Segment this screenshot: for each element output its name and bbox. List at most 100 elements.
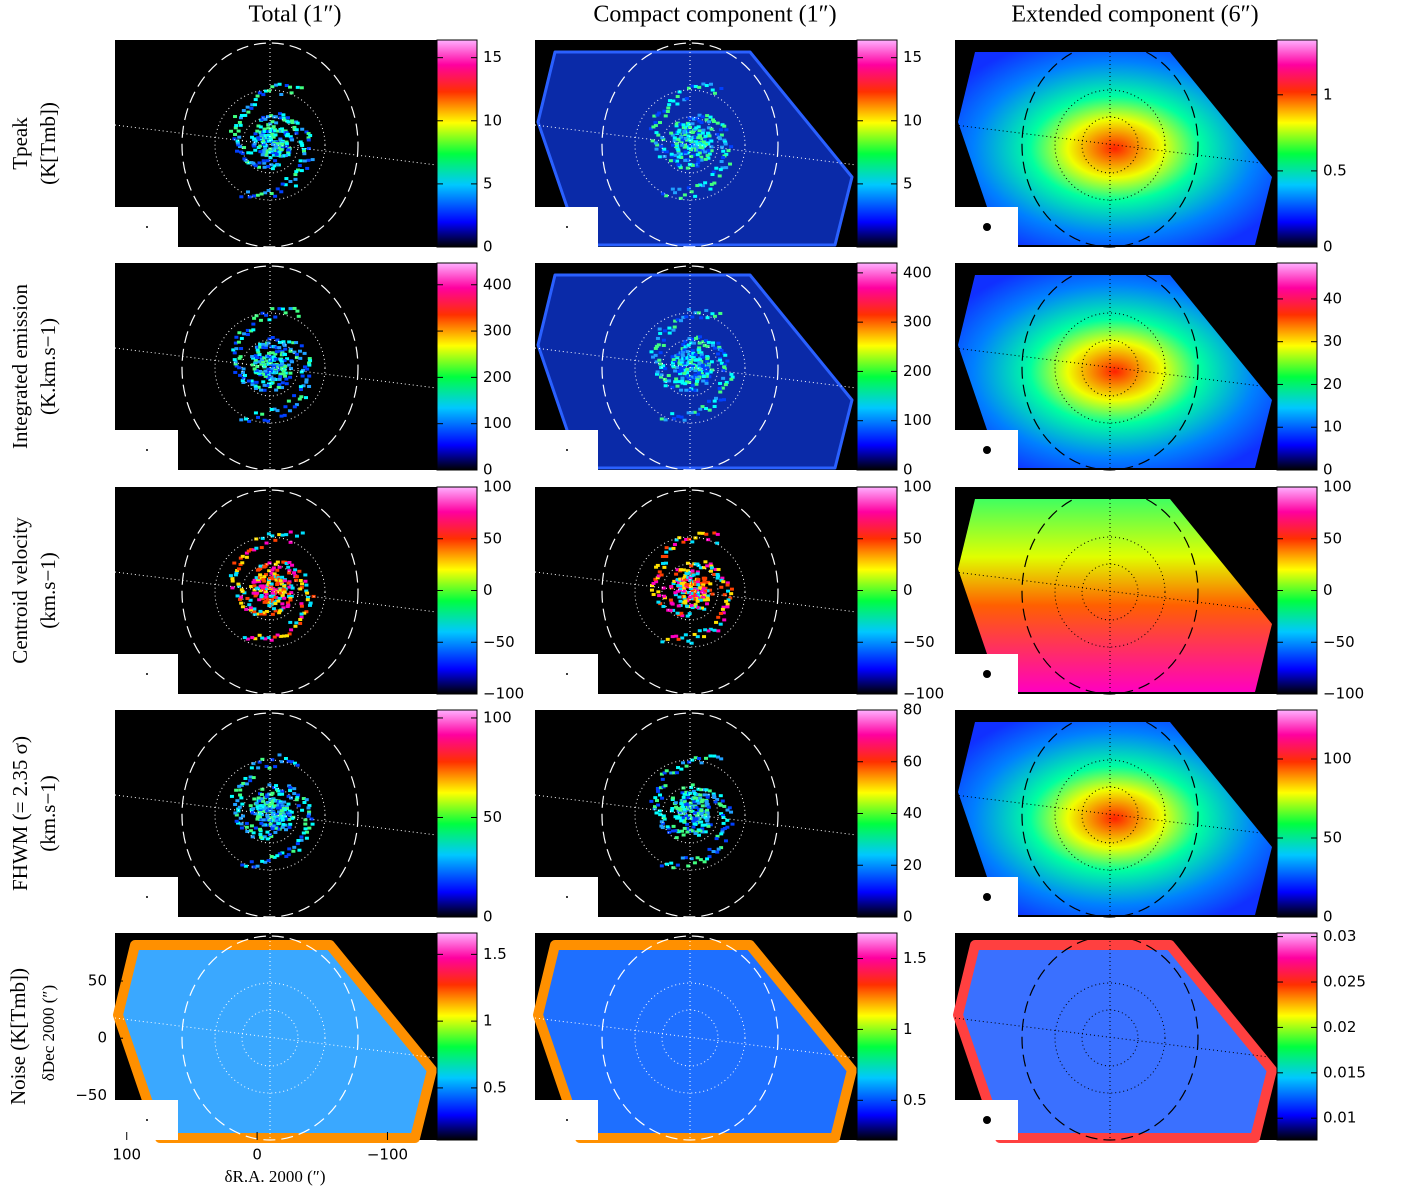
emission-pixel bbox=[264, 343, 269, 347]
emission-pixel bbox=[273, 133, 278, 137]
emission-pixel bbox=[307, 384, 312, 388]
emission-pixel bbox=[680, 856, 685, 860]
disk-ellipse bbox=[181, 265, 359, 471]
emission-pixel bbox=[682, 143, 687, 147]
colorbar-tick-label: 0 bbox=[1323, 581, 1333, 599]
emission-pixel bbox=[273, 129, 278, 133]
emission-pixel bbox=[263, 136, 268, 140]
emission-pixel bbox=[671, 328, 676, 332]
emission-pixel bbox=[265, 130, 270, 134]
emission-pixel bbox=[674, 836, 679, 840]
emission-pixel bbox=[705, 602, 710, 606]
beam bbox=[983, 893, 991, 901]
emission-pixel bbox=[683, 150, 688, 154]
emission-pixel bbox=[722, 593, 727, 597]
emission-pixel bbox=[729, 372, 734, 376]
emission-pixel bbox=[250, 363, 255, 367]
emission-pixel bbox=[301, 368, 306, 372]
emission-pixel bbox=[704, 379, 709, 383]
column-title: Extended component (6″) bbox=[1011, 2, 1258, 28]
emission-pixel bbox=[276, 803, 281, 807]
emission-pixel bbox=[718, 390, 723, 394]
panel-label: [j] bbox=[402, 720, 423, 745]
colorbar-tick-label: −100 bbox=[1323, 685, 1364, 703]
emission-pixel bbox=[270, 534, 275, 538]
colorbar-tick-label: 0 bbox=[483, 581, 493, 599]
emission-pixel bbox=[283, 374, 288, 378]
emission-pixel bbox=[722, 826, 727, 830]
emission-pixel bbox=[675, 318, 680, 322]
panel: [m]0.511.5 bbox=[113, 932, 507, 1143]
emission-pixel bbox=[271, 815, 276, 819]
emission-pixel bbox=[279, 801, 284, 805]
emission-pixel bbox=[284, 134, 289, 138]
colorbar-tick-label: 100 bbox=[1323, 749, 1352, 767]
emission-pixel bbox=[284, 382, 289, 386]
emission-pixel bbox=[683, 574, 688, 578]
emission-pixel bbox=[280, 182, 285, 186]
emission-pixel bbox=[709, 564, 714, 568]
emission-pixel bbox=[265, 809, 270, 813]
emission-pixel bbox=[253, 384, 258, 388]
emission-pixel bbox=[253, 98, 258, 102]
emission-pixel bbox=[681, 357, 686, 361]
emission-pixel bbox=[660, 826, 665, 830]
emission-pixel bbox=[256, 766, 261, 770]
emission-pixel bbox=[695, 599, 700, 603]
emission-pixel bbox=[238, 150, 243, 154]
emission-pixel bbox=[682, 98, 687, 102]
emission-pixel bbox=[722, 138, 727, 142]
emission-pixel bbox=[263, 146, 268, 150]
emission-pixel bbox=[254, 360, 259, 364]
emission-pixel bbox=[295, 168, 300, 172]
emission-pixel bbox=[232, 137, 237, 141]
emission-pixel bbox=[671, 158, 676, 162]
emission-pixel bbox=[715, 572, 720, 576]
emission-pixel bbox=[703, 576, 708, 580]
emission-pixel bbox=[681, 123, 686, 127]
emission-pixel bbox=[276, 385, 281, 389]
emission-pixel bbox=[704, 801, 709, 805]
emission-pixel bbox=[248, 775, 253, 779]
emission-pixel bbox=[286, 153, 291, 157]
emission-pixel bbox=[659, 772, 664, 776]
radius-circle bbox=[634, 536, 746, 648]
emission-pixel bbox=[664, 862, 669, 866]
emission-pixel bbox=[261, 360, 266, 364]
emission-pixel bbox=[669, 131, 674, 135]
emission-pixel bbox=[693, 583, 698, 587]
emission-pixel bbox=[720, 607, 725, 611]
emission-pixel bbox=[266, 351, 271, 355]
emission-pixel bbox=[239, 588, 244, 592]
emission-pixel bbox=[290, 586, 295, 590]
emission-pixel bbox=[662, 329, 667, 333]
emission-pixel bbox=[285, 807, 290, 811]
emission-pixel bbox=[263, 363, 268, 366]
emission-pixel bbox=[281, 372, 286, 376]
emission-pixel bbox=[687, 144, 692, 148]
emission-pixel bbox=[689, 591, 694, 595]
emission-pixel bbox=[254, 586, 259, 590]
emission-pixel bbox=[255, 356, 260, 360]
emission-pixel bbox=[670, 361, 675, 365]
emission-pixel bbox=[279, 582, 284, 586]
radius-circle bbox=[634, 982, 746, 1094]
emission-pixel bbox=[702, 138, 707, 142]
emission-pixel bbox=[275, 583, 280, 587]
emission-pixel bbox=[230, 579, 235, 583]
emission-pixel bbox=[263, 637, 268, 641]
emission-pixel bbox=[259, 821, 264, 825]
emission-pixel bbox=[301, 797, 306, 801]
emission-pixel bbox=[233, 811, 238, 815]
colorbar bbox=[856, 709, 898, 918]
emission-pixel bbox=[667, 103, 672, 107]
emission-pixel bbox=[290, 816, 295, 820]
emission-pixel bbox=[679, 362, 684, 366]
emission-pixel bbox=[700, 827, 705, 831]
emission-pixel bbox=[268, 822, 273, 826]
emission-pixel bbox=[728, 596, 733, 600]
emission-pixel bbox=[265, 384, 270, 388]
emission-pixel bbox=[664, 550, 669, 554]
colorbar-tick-label: 0 bbox=[903, 461, 913, 479]
emission-pixel bbox=[278, 116, 283, 120]
